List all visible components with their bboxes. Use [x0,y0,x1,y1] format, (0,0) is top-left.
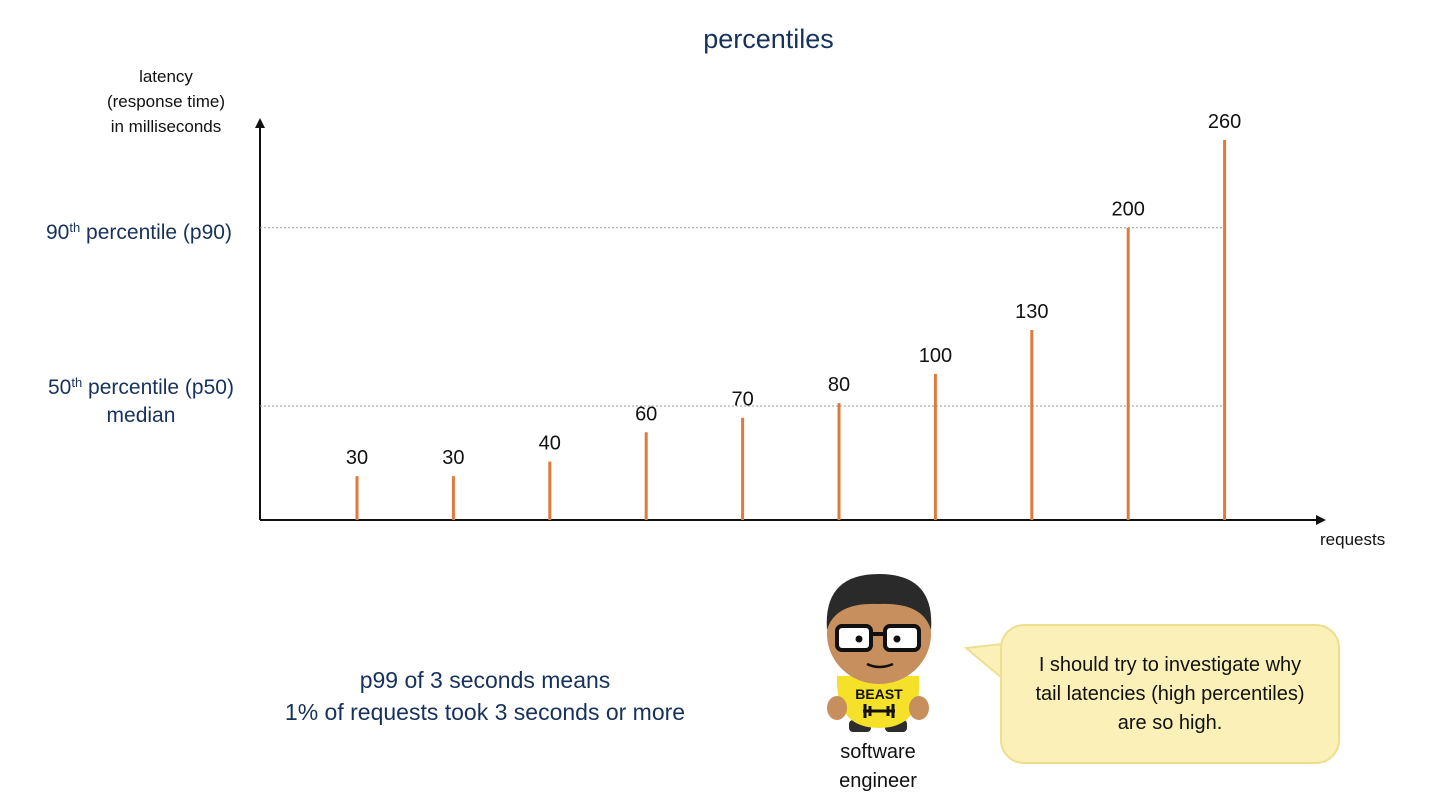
data-label: 30 [346,447,368,469]
avatar-caption: software engineer [808,738,948,796]
y-axis-label-line: in milliseconds [110,117,222,136]
data-label: 70 [731,389,753,411]
p90-text: percentile (p90) [80,221,232,244]
data-label: 30 [442,447,464,469]
speech-bubble-text: I should try to investigate why tail lat… [1035,651,1304,738]
data-label: 40 [539,433,561,455]
y-axis-label-line: (response time) [106,92,226,111]
p90-ordinal: th [69,220,81,235]
software-engineer-avatar: BEAST [826,574,932,732]
shirt-shape [836,676,920,728]
y-axis-label: latency (response time) in milliseconds [66,64,266,139]
p90-number: 90 [46,221,70,244]
p99-note: p99 of 3 seconds means 1% of requests to… [250,664,720,728]
p50-text: percentile (p50) [82,376,234,399]
hair-shape [826,574,932,630]
bubble-line: tail latencies (high percentiles) [1035,682,1305,705]
reference-lines [260,227,1225,407]
caption-line: software [840,741,916,763]
y-axis-label-line: latency [139,67,193,86]
shirt-text: BEAST [855,686,903,702]
data-labels: 30 30 40 60 70 80 100 130 200 260 [346,111,1241,469]
speech-bubble: I should try to investigate why tail lat… [1000,624,1340,764]
data-label: 80 [828,374,850,396]
x-axis-arrow [1316,515,1326,525]
x-axis-label: requests [1320,530,1386,549]
p50-label: 50th percentile (p50) median [48,374,234,430]
note-line: 1% of requests took 3 seconds or more [284,699,686,725]
p90-label: 90th percentile (p90) [46,219,232,247]
p50-number: 50 [48,376,72,399]
chart-title: percentiles [703,24,834,54]
note-line: p99 of 3 seconds means [359,667,611,693]
median-label: median [106,404,176,427]
caption-line: engineer [839,770,917,792]
bubble-line: are so high. [1117,711,1223,734]
chart-axes [255,118,1326,525]
data-label: 60 [635,403,657,425]
y-axis-arrow [255,118,265,128]
bubble-line: I should try to investigate why [1038,653,1302,676]
data-label: 260 [1208,111,1241,133]
data-label: 130 [1015,301,1048,323]
data-label: 200 [1112,199,1145,221]
data-label: 100 [919,345,952,367]
bars [355,140,1227,520]
p50-ordinal: th [71,375,83,390]
dumbbell-icon [863,704,895,718]
